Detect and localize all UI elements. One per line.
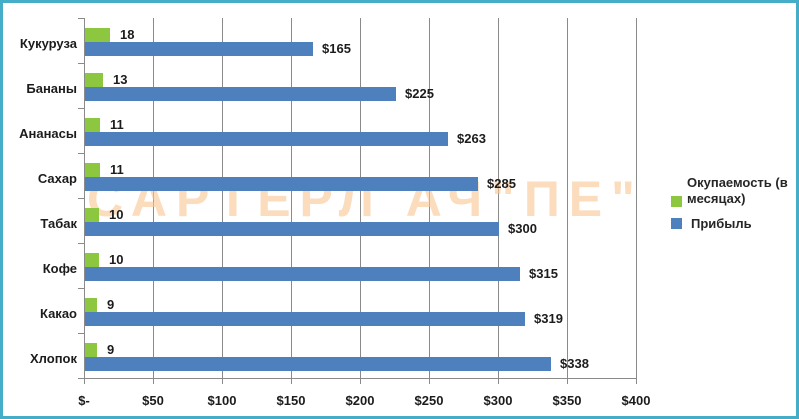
- legend-label-payback: Окупаемость (в месяцах): [687, 175, 788, 206]
- gridline: [429, 18, 430, 378]
- payback-value-label: 10: [109, 252, 124, 267]
- profit-bar: [85, 267, 520, 281]
- gridline: [498, 18, 499, 378]
- x-axis-tick: [84, 378, 85, 384]
- x-axis-tick: [291, 378, 292, 384]
- x-tick-label: $250: [414, 393, 444, 408]
- legend-swatch-payback: [671, 196, 682, 207]
- payback-bar: [85, 343, 97, 357]
- y-axis-tick: [78, 18, 84, 19]
- category-label: Табак: [40, 216, 77, 231]
- profit-value-label: $319: [534, 311, 563, 326]
- profit-value-label: $263: [457, 131, 486, 146]
- y-axis-tick: [78, 63, 84, 64]
- profit-bar: [85, 132, 448, 146]
- x-tick-label: $400: [621, 393, 651, 408]
- y-axis-tick: [78, 288, 84, 289]
- gridline: [636, 18, 637, 378]
- payback-value-label: 11: [110, 117, 124, 132]
- profit-bar: [85, 177, 478, 191]
- gridline: [153, 18, 154, 378]
- payback-bar: [85, 163, 100, 177]
- payback-value-label: 10: [109, 207, 124, 222]
- y-axis-tick: [78, 378, 84, 379]
- profit-value-label: $338: [560, 356, 589, 371]
- x-tick-label: $150: [276, 393, 306, 408]
- x-tick-label: $350: [552, 393, 582, 408]
- legend-label-profit: Прибыль: [691, 216, 752, 231]
- y-axis-tick: [78, 198, 84, 199]
- x-tick-label: $-: [78, 393, 90, 408]
- x-axis-line: [84, 378, 637, 379]
- y-axis-tick: [78, 243, 84, 244]
- profit-value-label: $315: [529, 266, 558, 281]
- payback-value-label: 11: [110, 162, 124, 177]
- x-axis-tick: [429, 378, 430, 384]
- payback-bar: [85, 253, 99, 267]
- category-label: Кофе: [42, 261, 77, 276]
- category-label: Ананасы: [19, 126, 77, 141]
- payback-value-label: 18: [120, 27, 135, 42]
- category-label: Хлопок: [30, 351, 77, 366]
- x-tick-label: $300: [483, 393, 513, 408]
- gridline: [567, 18, 568, 378]
- profit-value-label: $165: [322, 41, 351, 56]
- payback-bar: [85, 73, 103, 87]
- gridline: [84, 18, 85, 378]
- category-label: Какао: [39, 306, 77, 321]
- payback-bar: [85, 298, 97, 312]
- x-axis-tick: [498, 378, 499, 384]
- plot-area: 18 $165 13 $225 11 $263 11 $285 10 $300 10 $315 9 $31…: [78, 18, 637, 384]
- legend-swatch-profit: [671, 218, 682, 229]
- y-axis-tick: [78, 153, 84, 154]
- profit-value-label: $285: [487, 176, 516, 191]
- gridline: [291, 18, 292, 378]
- payback-value-label: 13: [113, 72, 128, 87]
- y-axis-tick: [78, 108, 84, 109]
- category-label: Кукуруза: [19, 36, 77, 51]
- x-tick-label: $100: [207, 393, 237, 408]
- x-axis-tick: [153, 378, 154, 384]
- profit-value-label: $300: [508, 221, 537, 236]
- payback-value-label: 9: [107, 342, 115, 357]
- gridline: [222, 18, 223, 378]
- profit-value-label: $225: [405, 86, 434, 101]
- x-tick-label: $200: [345, 393, 375, 408]
- payback-bar: [85, 118, 100, 132]
- profit-bar: [85, 87, 396, 101]
- x-axis-tick: [360, 378, 361, 384]
- x-tick-label: $50: [142, 393, 164, 408]
- x-axis-tick: [567, 378, 568, 384]
- payback-bar: [85, 208, 99, 222]
- profit-bar: [85, 357, 551, 371]
- bars-layer: 18 $165 13 $225 11 $263 11 $285 10 $300 10 $315 9 $31…: [84, 18, 636, 378]
- profit-bar: [85, 312, 525, 326]
- profit-bar: [85, 222, 499, 236]
- payback-bar: [85, 28, 110, 42]
- y-axis-tick: [78, 333, 84, 334]
- x-axis-tick: [222, 378, 223, 384]
- category-label: Сахар: [37, 171, 77, 186]
- category-label: Бананы: [26, 81, 77, 96]
- gridline: [360, 18, 361, 378]
- payback-value-label: 9: [107, 297, 115, 312]
- profit-bar: [85, 42, 313, 56]
- x-axis-tick: [636, 378, 637, 384]
